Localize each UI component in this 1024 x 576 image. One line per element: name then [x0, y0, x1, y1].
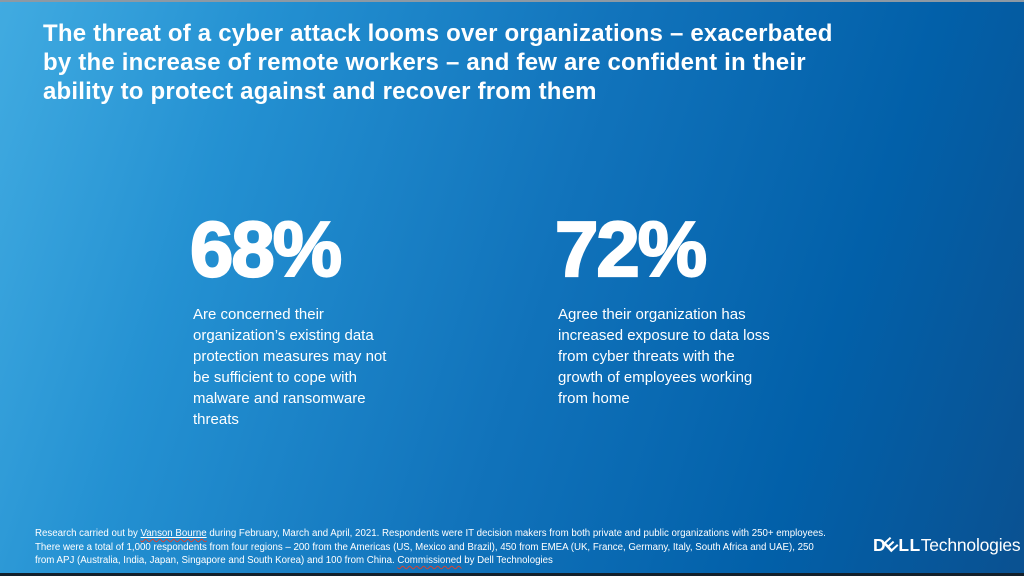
technologies-wordmark: Technologies — [920, 535, 1021, 555]
dell-letters-ll: LL — [898, 535, 921, 555]
research-footnote: Research carried out by Vanson Bourne du… — [35, 527, 865, 568]
footnote-text: Research carried out by — [35, 528, 141, 539]
spellchecked-word: Commissioned — [397, 555, 462, 566]
footnote-line-2: There were a total of 1,000 respondents … — [35, 541, 814, 553]
stat-block-68-percent: 68% Are concerned their organization’s ex… — [189, 205, 480, 430]
slide-title: The threat of a cyber attack looms over … — [43, 19, 988, 106]
footnote-text: by Dell Technologies — [461, 555, 553, 566]
slide-title-line-2: by the increase of remote workers – and … — [43, 49, 806, 76]
vanson-bourne-link-text: Vanson Bourne — [140, 528, 207, 539]
top-border-strip — [0, 0, 1024, 2]
stat-description-72: Agree their organization has increased ex… — [558, 306, 770, 407]
vanson-bourne-link[interactable]: Vanson Bourne — [141, 528, 207, 539]
slide-title-line-1: The threat of a cyber attack looms over … — [43, 20, 833, 47]
footnote-text: from APJ (Australia, India, Japan, Singa… — [35, 555, 398, 566]
dell-technologies-logo: DELLTechnologies — [873, 533, 1021, 556]
footnote-text: during February, March and April, 2021. … — [206, 528, 826, 539]
stat-value-72: 72% — [554, 205, 708, 293]
stat-description-68: Are concerned their organization’s existi… — [193, 306, 387, 428]
stat-block-72-percent: 72% Agree their organization has increase… — [554, 205, 845, 409]
footnote-line-1: Research carried out by Vanson Bourne du… — [35, 527, 865, 541]
dell-wordmark: DELL — [873, 533, 921, 556]
bottom-border-strip — [0, 573, 1024, 576]
stat-value-68: 68% — [189, 205, 343, 293]
footnote-line-3: from APJ (Australia, India, Japan, Singa… — [35, 554, 865, 568]
dell-letter-d: D — [873, 535, 887, 555]
slide-title-line-3: ability to protect against and recover f… — [43, 78, 597, 105]
